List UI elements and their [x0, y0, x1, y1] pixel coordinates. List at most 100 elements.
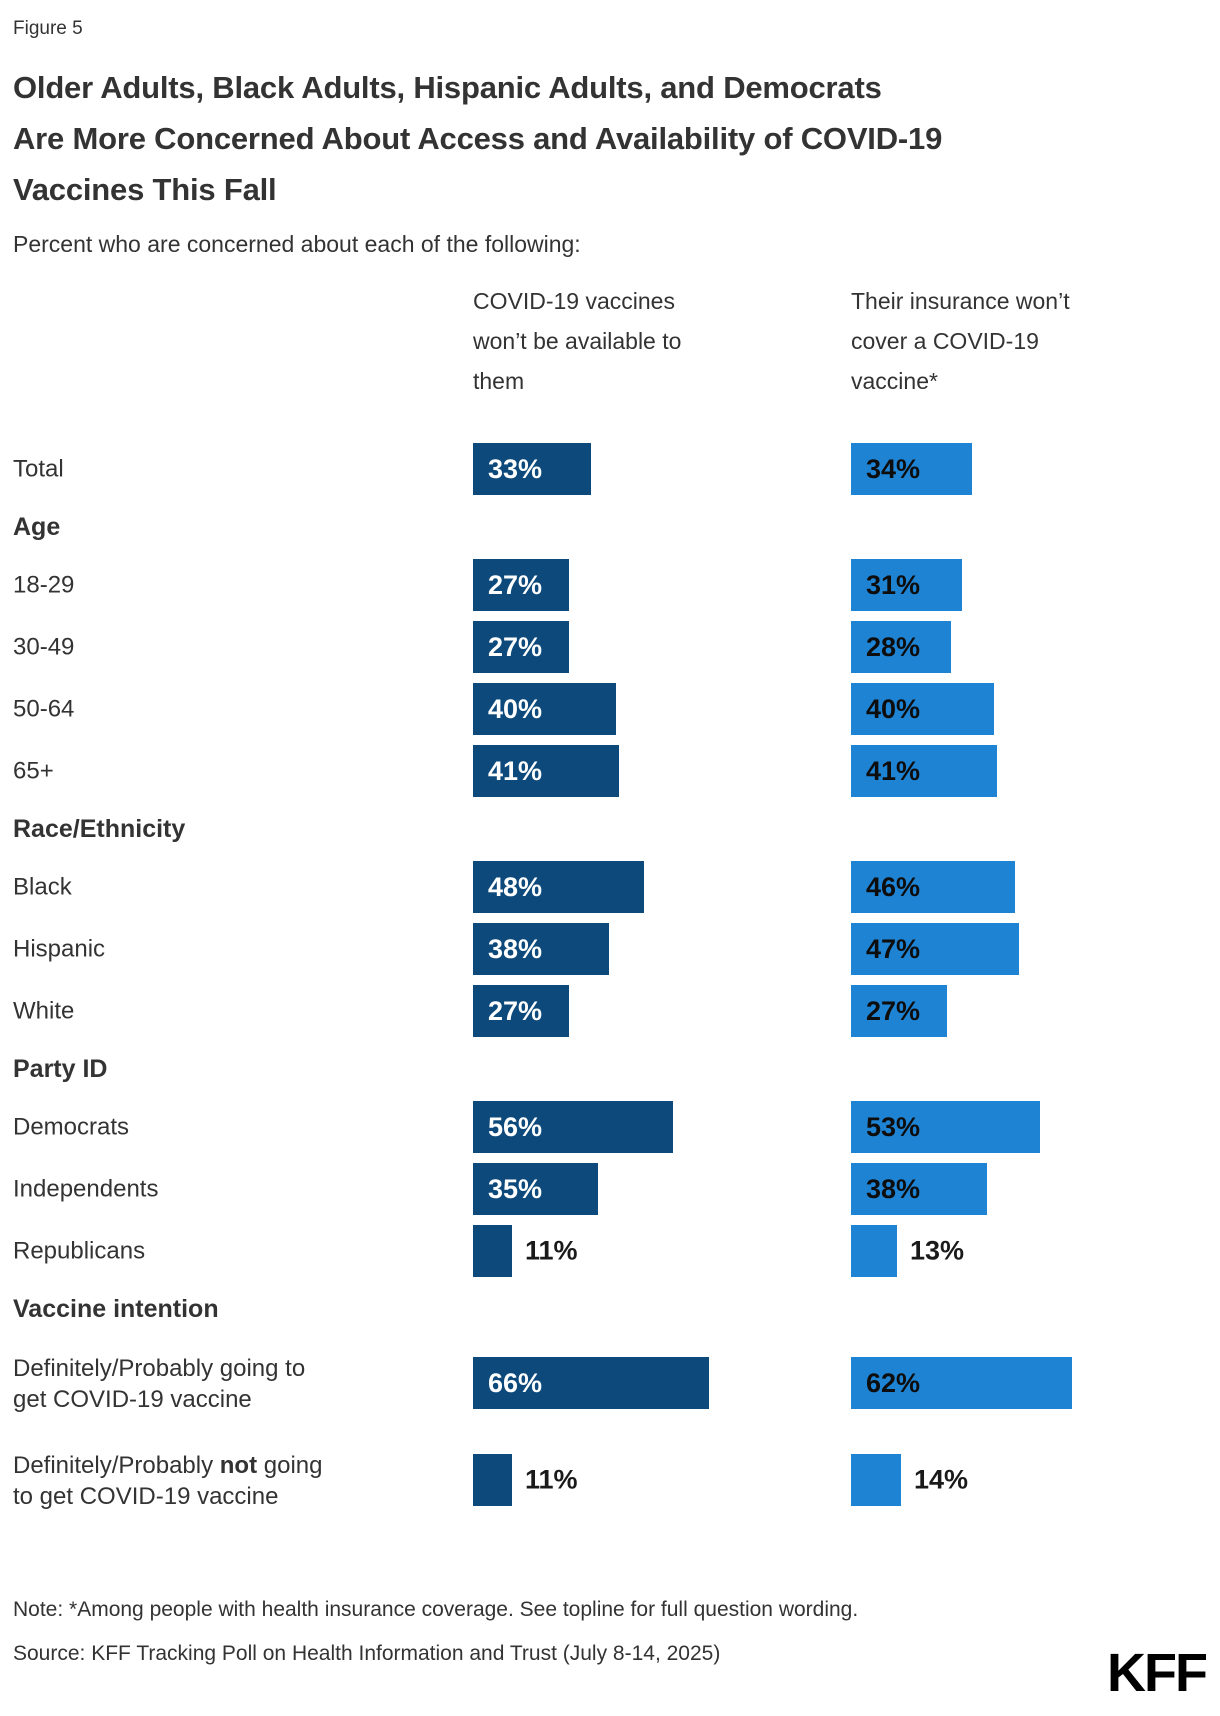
row-black: Black 48% 46% [13, 861, 1207, 913]
bar-value: 28% [866, 631, 921, 662]
bar-white-availability: 27% [473, 985, 569, 1037]
bar-def-prob-not-going-insurance: 14% [851, 1454, 968, 1506]
bar-black-insurance: 46% [851, 861, 1015, 913]
row-18-29: 18-29 27% 31% [13, 559, 1207, 611]
bar-value: 46% [866, 871, 921, 902]
bar-value: 27% [488, 631, 543, 662]
row-label: 65+ [13, 757, 54, 785]
bar-white-insurance: 27% [851, 985, 947, 1037]
bar-value: 48% [488, 871, 543, 902]
bar-value: 11% [525, 1235, 578, 1266]
row-def-prob-not-going: Definitely/Probably not going to get COV… [13, 1438, 1207, 1523]
row-hispanic: Hispanic 38% 47% [13, 923, 1207, 975]
chart-subtitle: Percent who are concerned about each of … [13, 231, 581, 257]
bar-independents-availability: 35% [473, 1163, 598, 1215]
bar-independents-insurance: 38% [851, 1163, 987, 1215]
bar-def-prob-not-going-availability: 11% [473, 1454, 578, 1506]
section-age: Age [13, 505, 1207, 549]
chart-container: Figure 5 Older Adults, Black Adults, His… [13, 18, 1207, 1669]
section-label: Vaccine intention [13, 1294, 219, 1323]
bar-18-29-availability: 27% [473, 559, 569, 611]
column-header-availability: COVID-19 vaccines won’t be available to … [473, 288, 682, 394]
bar-65-plus-availability: 41% [473, 745, 619, 797]
bar-total-availability: 33% [473, 443, 591, 495]
section-race-ethnicity: Race/Ethnicity [13, 807, 1207, 851]
row-republicans: Republicans 11% 13% [13, 1225, 1207, 1277]
column-headers: COVID-19 vaccines won’t be available to … [13, 281, 1207, 403]
chart-footer: Note: *Among people with health insuranc… [13, 1595, 1207, 1669]
bar-republicans-insurance: 13% [851, 1225, 964, 1277]
row-def-prob-going: Definitely/Probably going to get COVID-1… [13, 1341, 1207, 1426]
section-party-id: Party ID [13, 1047, 1207, 1091]
chart-title: Older Adults, Black Adults, Hispanic Adu… [13, 62, 1207, 215]
row-total: Total 33% 34% [13, 443, 1207, 495]
row-label: Republicans [13, 1237, 146, 1265]
bar-value: 56% [488, 1111, 543, 1142]
bar-value: 14% [914, 1464, 969, 1495]
bar-value: 41% [866, 755, 921, 786]
row-50-64: 50-64 40% 40% [13, 683, 1207, 735]
row-label: White [13, 997, 75, 1025]
row-label: Definitely/Probably going to get COVID-1… [13, 1354, 306, 1413]
bar-value: 47% [866, 933, 921, 964]
row-label: 50-64 [13, 695, 75, 723]
bar-value: 66% [488, 1367, 543, 1398]
bar-value: 38% [488, 933, 543, 964]
bar-hispanic-insurance: 47% [851, 923, 1019, 975]
bar-value: 13% [910, 1235, 965, 1266]
bar-value: 53% [866, 1111, 921, 1142]
bar-total-insurance: 34% [851, 443, 972, 495]
bar-value: 27% [488, 995, 543, 1026]
bar-value: 33% [488, 453, 543, 484]
chart-title-line: Vaccines This Fall [13, 172, 277, 207]
row-label: Hispanic [13, 935, 106, 963]
section-vaccine-intention: Vaccine intention [13, 1287, 1207, 1331]
row-label: 30-49 [13, 633, 75, 661]
row-label: Democrats [13, 1113, 130, 1141]
row-independents: Independents 35% 38% [13, 1163, 1207, 1215]
section-label: Race/Ethnicity [13, 814, 186, 843]
bar-value: 62% [866, 1367, 921, 1398]
bar-value: 11% [525, 1464, 578, 1495]
bar-def-prob-going-insurance: 62% [851, 1357, 1072, 1409]
bar-value: 41% [488, 755, 543, 786]
bar-50-64-availability: 40% [473, 683, 616, 735]
bar-value: 38% [866, 1173, 921, 1204]
bar-def-prob-going-availability: 66% [473, 1357, 709, 1409]
section-label: Age [13, 512, 61, 541]
row-label: Definitely/Probably not going to get COV… [13, 1451, 323, 1510]
row-white: White 27% 27% [13, 985, 1207, 1037]
bar-30-49-availability: 27% [473, 621, 569, 673]
chart-title-line: Older Adults, Black Adults, Hispanic Adu… [13, 70, 882, 105]
bar-republicans-availability: 11% [473, 1225, 578, 1277]
row-30-49: 30-49 27% 28% [13, 621, 1207, 673]
bar-50-64-insurance: 40% [851, 683, 994, 735]
bar-democrats-availability: 56% [473, 1101, 673, 1153]
row-label: Independents [13, 1175, 159, 1203]
bar-18-29-insurance: 31% [851, 559, 962, 611]
bar-65-plus-insurance: 41% [851, 745, 997, 797]
row-label: Black [13, 873, 72, 901]
bar-value: 40% [488, 693, 543, 724]
column-header-insurance: Their insurance won’t cover a COVID-19 v… [851, 288, 1070, 394]
bar-value: 31% [866, 569, 921, 600]
source-line: Source: KFF Tracking Poll on Health Info… [13, 1642, 721, 1665]
bar-value: 27% [488, 569, 543, 600]
row-label: Total [13, 455, 64, 483]
row-65-plus: 65+ 41% 41% [13, 745, 1207, 797]
row-label: 18-29 [13, 571, 75, 599]
footnote: Note: *Among people with health insuranc… [13, 1598, 859, 1621]
bar-value: 40% [866, 693, 921, 724]
figure-label: Figure 5 [13, 18, 83, 39]
chart-rows: Total 33% 34% Age 18-29 27% 31% 30-49 27… [13, 443, 1207, 1523]
chart-title-line: Are More Concerned About Access and Avai… [13, 121, 943, 156]
bar-value: 27% [866, 995, 921, 1026]
row-democrats: Democrats 56% 53% [13, 1101, 1207, 1153]
bar-black-availability: 48% [473, 861, 644, 913]
bar-value: 35% [488, 1173, 543, 1204]
bar-30-49-insurance: 28% [851, 621, 951, 673]
bar-hispanic-availability: 38% [473, 923, 609, 975]
section-label: Party ID [13, 1054, 108, 1083]
bar-value: 34% [866, 453, 921, 484]
bar-democrats-insurance: 53% [851, 1101, 1040, 1153]
